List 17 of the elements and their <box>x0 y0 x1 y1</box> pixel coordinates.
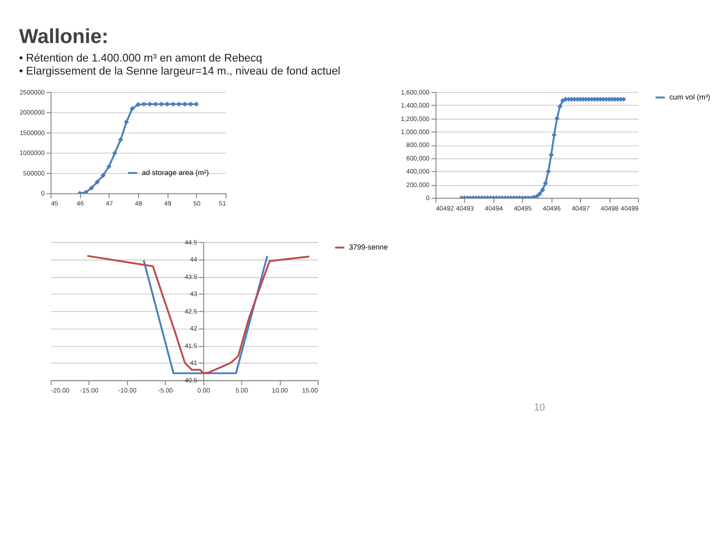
legend-label: 3799-senne <box>348 242 388 252</box>
point <box>83 190 88 194</box>
point <box>88 185 94 191</box>
point <box>118 137 124 142</box>
point <box>130 106 135 112</box>
text: • Rétention de 1.400.000 m³ en amont de Rebecq <box>19 52 262 65</box>
point <box>112 150 118 156</box>
text: • Elargissement de la Senne largeur=14 m., niveau de fond actuel <box>19 65 340 78</box>
line-series <box>86 254 310 374</box>
point <box>106 164 112 170</box>
chart-title: Wallonie: <box>19 26 108 48</box>
text: 10 <box>534 402 546 414</box>
legend-label: ad storage area (m²) <box>142 168 209 177</box>
legend-label: cum vol (m³) <box>669 92 710 102</box>
point <box>100 172 106 178</box>
point <box>94 179 100 184</box>
point <box>124 119 129 124</box>
